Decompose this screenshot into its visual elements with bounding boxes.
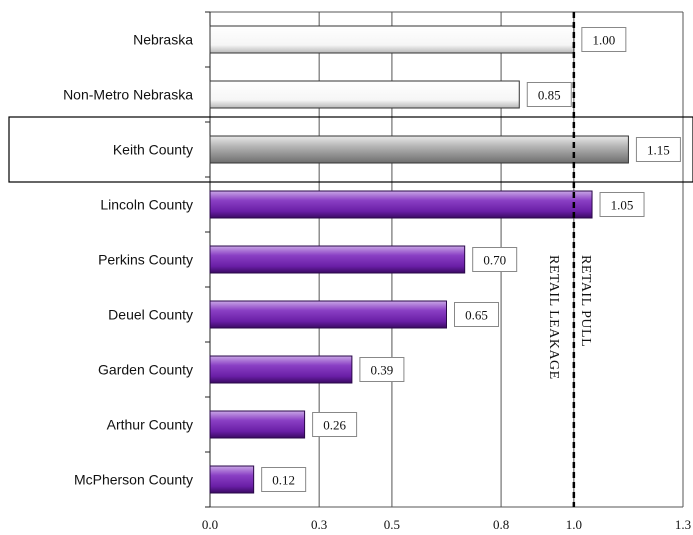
bar-non-metro-nebraska [209,80,520,109]
value-label: 0.85 [538,88,561,103]
category-label: Non-Metro Nebraska [63,87,193,103]
retail-pull-annotation: RETAIL PULL [578,255,593,347]
value-label: 0.39 [371,363,394,378]
category-label: Deuel County [108,307,193,323]
category-label: Perkins County [98,252,193,268]
category-label: Keith County [113,142,193,158]
value-label: 1.00 [592,33,615,48]
bar-deuel-county [209,300,447,329]
x-tick-label: 0.3 [311,517,327,532]
bar-lincoln-county [209,190,593,219]
bar-garden-county [209,355,353,384]
value-label-box [261,467,307,492]
bar-mcpherson-county [209,465,255,494]
value-label-box [526,82,572,107]
bar-keith-county [209,135,629,164]
value-label-box [359,357,405,382]
bar-nebraska [209,25,575,54]
category-label: McPherson County [74,472,193,488]
value-label-box [581,27,627,52]
x-tick-label: 1.0 [566,517,582,532]
x-tick-label: 0.0 [202,517,218,532]
highlight-box [8,116,693,183]
value-label: 0.26 [323,418,346,433]
x-tick-label: 1.3 [675,517,691,532]
bar-perkins-county [209,245,466,274]
category-label: Lincoln County [100,197,193,213]
value-label-box [472,247,518,272]
value-label: 1.15 [647,143,670,158]
category-label: Garden County [98,362,193,378]
bar-arthur-county [209,410,306,439]
category-label: Arthur County [107,417,193,433]
x-tick-label: 0.5 [384,517,400,532]
value-label-box [599,192,645,217]
retail-leakage-annotation: RETAIL LEAKAGE [546,255,561,380]
value-label: 0.65 [465,308,488,323]
value-label-box [454,302,499,327]
value-label-box [312,412,358,437]
value-label: 0.12 [272,473,295,488]
value-label: 0.70 [483,253,506,268]
value-label-box [635,137,681,162]
category-label: Nebraska [133,32,193,48]
value-label: 1.05 [611,198,634,213]
x-tick-label: 0.8 [493,517,509,532]
